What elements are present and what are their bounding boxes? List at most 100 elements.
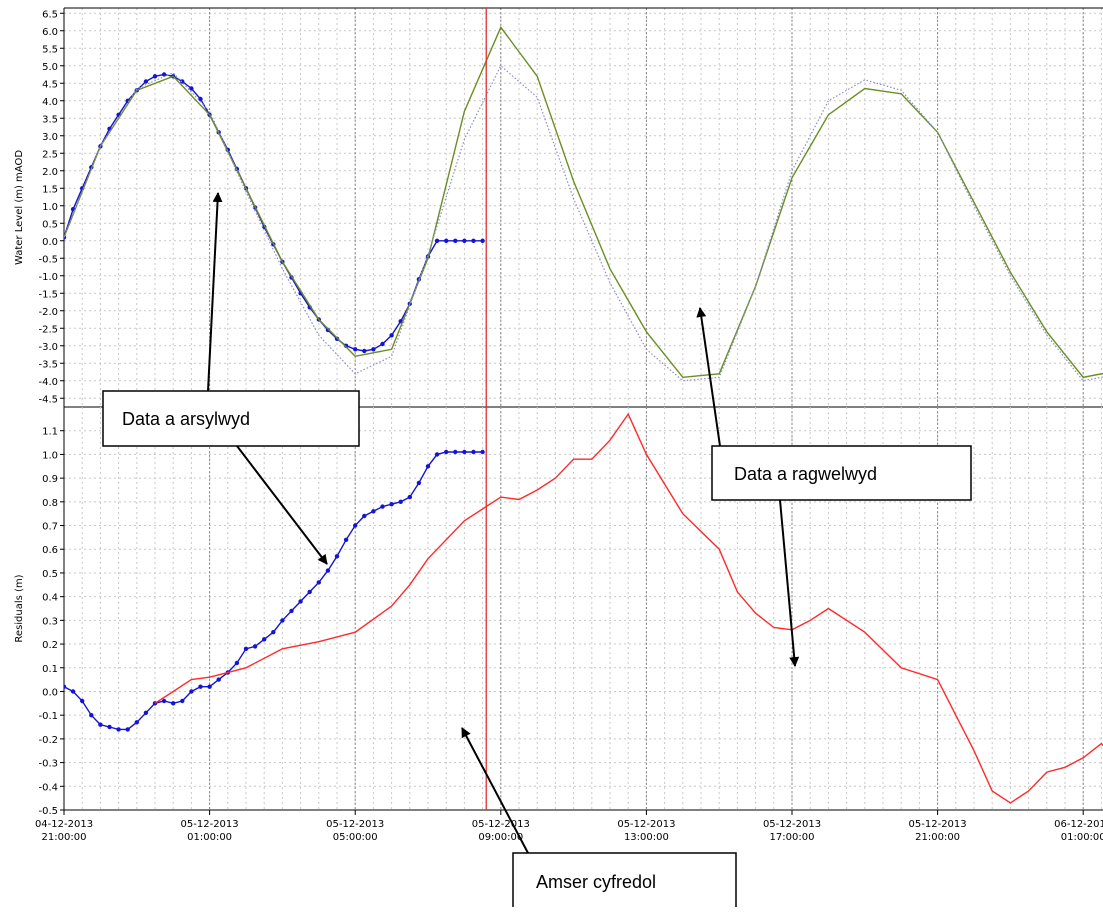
residuals-point-observed (89, 713, 94, 718)
x-tick-date: 05-12-2013 (617, 819, 675, 830)
residuals-point-observed (262, 637, 267, 642)
x-tick-time: 17:00:00 (770, 832, 815, 843)
residuals-ytick-label: 0.5 (42, 569, 58, 580)
water-level-ytick-label: 6.0 (42, 27, 58, 38)
x-tick-time: 05:00:00 (333, 832, 378, 843)
residuals-point-observed (325, 568, 331, 573)
arrow-predicted-top (696, 307, 721, 447)
x-tick-time: 21:00:00 (42, 832, 87, 843)
water-level-point-observed (189, 86, 194, 91)
residuals-point-observed (343, 537, 349, 542)
residuals-ytick-label: 0.4 (42, 593, 58, 604)
water-level-point-observed (161, 72, 167, 77)
residuals-point-observed (125, 727, 130, 732)
water-level-ytick-label: 3.0 (42, 132, 58, 143)
residuals-ytick-label: -0.5 (38, 806, 58, 817)
water-level-ytick-label: 4.5 (42, 79, 58, 90)
residuals-point-observed (444, 449, 449, 455)
time-axis-labels: 04-12-2013 21:00:00 05-12-2013 01:00:00 05-1… (35, 810, 1103, 843)
callout-observed-label: Data a arsylwyd (122, 409, 250, 429)
residuals-point-observed (207, 684, 212, 689)
water-level-ytick-label: -3.5 (38, 359, 58, 370)
residuals-ytick-label: 0.1 (42, 664, 58, 675)
residuals-point-observed (98, 722, 103, 727)
water-level-ytick-label: 2.0 (42, 167, 58, 178)
residuals-ytick-label: 0.8 (42, 498, 58, 509)
water-level-ytick-label: -2.0 (38, 307, 58, 318)
residuals-ytick-label: 1.0 (42, 450, 58, 461)
residuals-ytick-label: -0.2 (38, 735, 58, 746)
water-level-point-observed (143, 79, 149, 84)
water-level-ytick-label: -1.5 (38, 289, 58, 300)
water-level-ytick-label: -4.0 (38, 377, 58, 388)
water-level-point-observed (471, 238, 476, 243)
callout-predicted-label: Data a ragwelwyd (734, 464, 877, 484)
residuals-point-observed (243, 646, 249, 651)
water-level-ytick-label: 4.0 (42, 97, 58, 108)
residuals-ytick-label: 0.6 (42, 545, 58, 556)
water-level-ytick-label: 3.5 (42, 114, 58, 125)
arrow-current-time (461, 727, 529, 854)
water-level-ytick-label: -2.5 (38, 324, 58, 335)
water-level-point-observed (371, 347, 376, 352)
residuals-point-observed (134, 720, 139, 725)
x-tick-time: 01:00:00 (187, 832, 232, 843)
x-tick-date: 05-12-2013 (909, 819, 967, 830)
water-level-point-observed (198, 96, 203, 102)
callout-observed-box (102, 390, 360, 447)
residuals-point-observed (407, 494, 412, 500)
residuals-point-observed (252, 644, 258, 649)
water-level-panel: 6.5 6.0 5.5 5.0 4.5 4.0 3.5 3.0 2.5 2.0 1.5 1.0 0.5 0… (14, 7, 1103, 408)
x-tick-date: 05-12-2013 (763, 819, 821, 830)
water-level-point-observed (380, 341, 385, 347)
water-level-point-observed (152, 74, 158, 79)
callout-observed: Data a arsylwyd (102, 390, 360, 447)
residuals-point-observed (107, 724, 112, 730)
callout-current-time-label: Amser cyfredol (536, 872, 656, 892)
callout-current-time-box (512, 852, 737, 912)
residuals-ytick-label: 0.3 (42, 616, 58, 627)
residuals-ytick-label: 1.1 (42, 427, 58, 438)
residuals-point-observed (462, 449, 467, 455)
residuals-point-observed (189, 689, 194, 694)
residuals-point-observed (298, 599, 303, 604)
arrow-observed-residual (236, 445, 328, 565)
residuals-point-observed (453, 449, 458, 455)
arrow-observed-top (207, 192, 223, 392)
residuals-point-observed (425, 464, 431, 469)
x-tick-date: 05-12-2013 (181, 819, 239, 830)
residuals-point-observed (380, 504, 385, 509)
residuals-point-observed (307, 589, 312, 595)
residuals-ytick-label: 0.2 (42, 640, 58, 651)
water-level-ytick-label: 5.0 (42, 62, 58, 73)
x-tick-date: 04-12-2013 (35, 819, 93, 830)
residuals-point-observed (198, 684, 203, 689)
residuals-ytick-label: 0.0 (42, 687, 58, 698)
residuals-ytick-label: 0.9 (42, 474, 58, 485)
residuals-point-observed (143, 710, 149, 715)
residuals-point-observed (180, 698, 185, 704)
residuals-ytick-label: -0.4 (38, 782, 58, 793)
arrow-predicted-residual (779, 499, 800, 667)
residuals-ytick-label: -0.3 (38, 759, 58, 770)
residuals-panel: 1.1 1.0 0.9 0.8 0.7 0.6 0.5 0.4 0.3 0.2 0.1 0.0 -0.1… (14, 407, 1103, 817)
residuals-point-observed (316, 580, 321, 585)
water-level-ytick-label: -4.5 (38, 394, 58, 405)
water-level-point-observed (462, 238, 467, 243)
water-level-ytick-label: 6.5 (42, 9, 58, 20)
residuals-point-observed (280, 618, 285, 623)
water-level-ytick-label: 2.5 (42, 149, 58, 160)
residuals-point-observed (434, 452, 440, 457)
residuals-point-observed (161, 698, 167, 704)
residuals-point-observed (398, 499, 403, 504)
residuals-point-observed (116, 727, 121, 732)
residuals-ytick-label: -0.1 (38, 711, 58, 722)
water-level-ytick-label: 1.5 (42, 184, 58, 195)
residuals-point-observed (362, 513, 367, 519)
residuals-point-observed (234, 660, 240, 666)
callout-current-time: Amser cyfredol (512, 852, 737, 912)
residuals-point-observed (371, 509, 376, 514)
water-level-point-observed (362, 348, 367, 354)
residuals-point-observed (389, 502, 394, 507)
